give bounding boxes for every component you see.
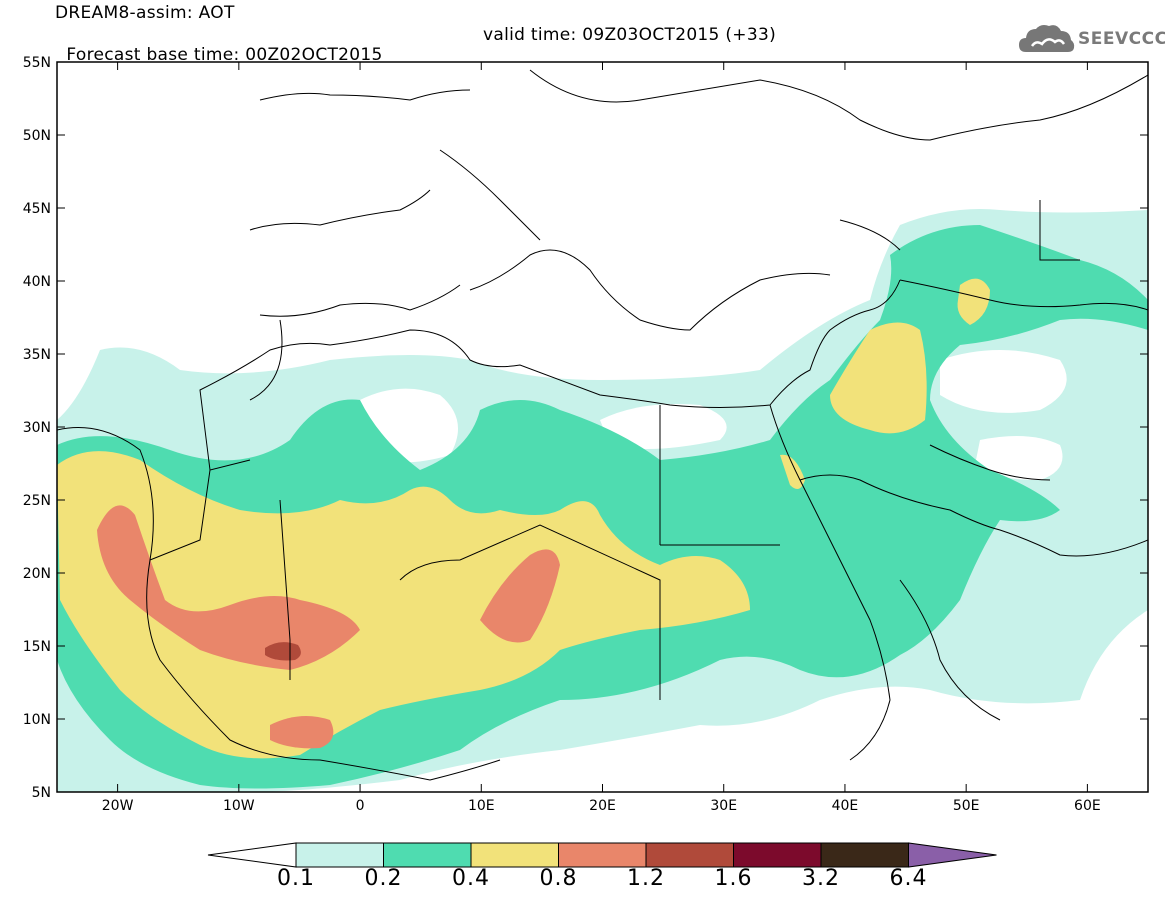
colorbar-box — [645, 842, 734, 868]
lat-label: 45N — [23, 201, 51, 217]
lat-label: 20N — [23, 566, 51, 582]
colorbar-box — [383, 842, 472, 868]
aot-gap — [600, 404, 727, 449]
aot-field-0.4 — [780, 454, 805, 489]
lat-label: 40N — [23, 274, 51, 290]
colorbar-box — [820, 842, 909, 868]
lon-label: 50E — [953, 798, 980, 814]
lon-label: 20W — [102, 798, 134, 814]
forecast-base-label: Forecast base time: 00Z02OCT2015 — [66, 45, 383, 65]
lon-label: 10E — [468, 798, 495, 814]
cloud-icon — [1019, 25, 1075, 52]
colorbar-box — [470, 842, 559, 868]
lat-label: 15N — [23, 639, 51, 655]
colorbar-label: 0.1 — [277, 866, 315, 891]
colorbar-label: 1.2 — [627, 866, 665, 891]
lon-label: 0 — [356, 798, 365, 814]
lon-label: 10W — [223, 798, 255, 814]
lon-label: 20E — [589, 798, 616, 814]
lon-axis: 20W 10W 0 10E 20E 30E 40E 50E 60E — [102, 62, 1101, 814]
lat-axis: 55N 50N 45N 40N 35N 30N 25N 20N 15N 10N 5N — [23, 55, 1148, 801]
forecast-base-time: Forecast base time: 00Z02OCT2015 valid t… — [55, 25, 775, 85]
colorbar-box — [295, 842, 384, 868]
valid-time-label: valid time: 09Z03OCT2015 (+33) — [483, 25, 777, 45]
colorbar-label: 6.4 — [889, 866, 928, 891]
aot-field-1.2 — [265, 642, 301, 661]
lat-label: 10N — [23, 712, 51, 728]
aot-gap — [975, 436, 1063, 480]
aot-field-0.8 — [97, 505, 360, 670]
lat-label: 25N — [23, 493, 51, 509]
colorbar-label: 1.6 — [714, 866, 753, 891]
lon-label: 60E — [1074, 798, 1101, 814]
lat-label: 55N — [23, 55, 51, 71]
aot-field-0.8 — [270, 716, 334, 749]
lat-label: 35N — [23, 347, 51, 363]
lat-label: 50N — [23, 128, 51, 144]
coastlines — [57, 69, 1148, 781]
seevccc-logo: SEEVCCC — [1018, 22, 1165, 58]
lon-label: 30E — [710, 798, 737, 814]
lat-label: 5N — [32, 785, 51, 801]
colorbar-label: 0.2 — [364, 866, 403, 891]
colorbar-min-arrow — [207, 842, 297, 868]
map-title: DREAM8-assim: AOT — [55, 3, 235, 23]
colorbar-label: 3.2 — [802, 866, 840, 891]
colorbar-label: 0.4 — [452, 866, 490, 891]
aot-colorbar — [207, 842, 997, 868]
aot-gap — [940, 350, 1067, 413]
aot-field-0.4 — [830, 322, 927, 434]
colorbar-box — [558, 842, 647, 868]
aot-field-0.8 — [480, 549, 560, 643]
colorbar-max-arrow — [908, 842, 997, 868]
colorbar-label: 0.8 — [539, 866, 578, 891]
lat-label: 30N — [23, 420, 51, 436]
aot-field-0.4 — [57, 451, 750, 759]
aot-field — [57, 62, 1148, 792]
lon-label: 40E — [832, 798, 859, 814]
logo-text: SEEVCCC — [1078, 29, 1165, 49]
aot-field-0.4 — [957, 278, 990, 325]
colorbar-box — [733, 842, 822, 868]
